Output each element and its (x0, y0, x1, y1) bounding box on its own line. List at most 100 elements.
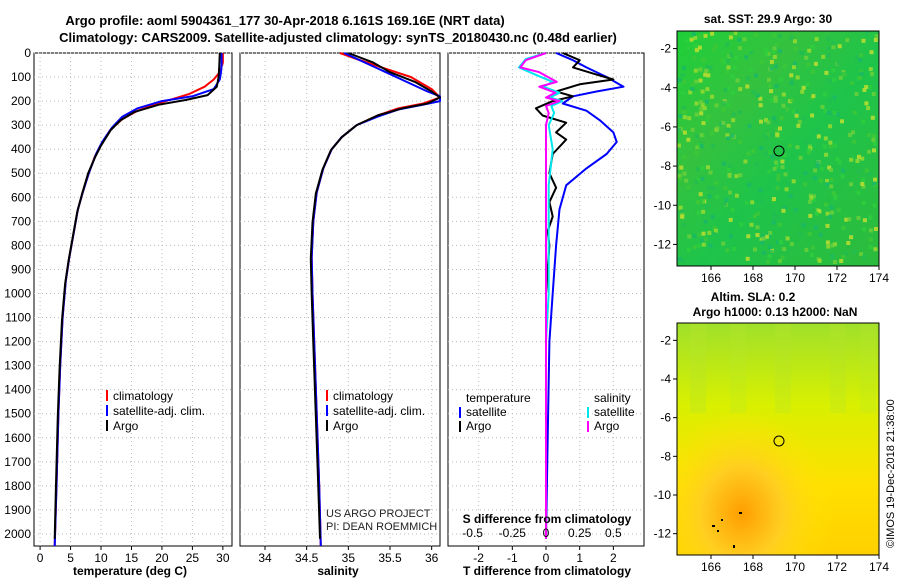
sst-pixel (815, 160, 820, 165)
sst-pixel (707, 194, 712, 199)
legend-marker-s-satellite (587, 407, 589, 418)
sst-pixel (738, 140, 743, 145)
sst-pixel (820, 104, 825, 109)
sst-pixel (700, 238, 705, 243)
sst-pixel (677, 78, 682, 82)
sst-pixel (693, 68, 698, 73)
sst-pixel (872, 133, 877, 138)
sst-pixel (780, 165, 785, 169)
sst-pixel (733, 31, 738, 35)
sst-pixel (784, 187, 789, 192)
sst-pixel (693, 44, 698, 49)
sst-pixel (725, 248, 730, 253)
sst-pixel (835, 157, 840, 162)
difference-legend: temperature satellite Argo salinity sate… (459, 391, 635, 433)
legend-t-satellite: satellite (466, 405, 507, 419)
sst-pixel (841, 225, 846, 230)
legend-t-argo: Argo (466, 419, 492, 433)
sla-band (830, 323, 846, 413)
sst-pixel (849, 235, 854, 240)
sst-pixel (785, 107, 790, 112)
sst-pixel (860, 156, 865, 161)
sst-pixel (829, 205, 834, 210)
sst-pixel (726, 136, 730, 141)
sst-pixel (721, 161, 726, 166)
sst-pixel (730, 133, 735, 138)
sst-pixel (840, 119, 844, 124)
sst-pixel (761, 236, 766, 241)
map-x-tick-label: 166 (701, 560, 721, 574)
sst-pixel (806, 62, 811, 67)
legend-marker-argo (326, 420, 328, 431)
depth-tick-label: 1300 (4, 359, 31, 373)
sst-pixel (697, 45, 702, 50)
salinity-x-ticks: 34 34.5 35 35.5 36 (258, 546, 439, 565)
sst-pixel (826, 244, 831, 249)
sst-pixel (723, 186, 728, 191)
sst-pixel (832, 242, 837, 247)
sst-pixel (833, 195, 838, 200)
sst-pixel (777, 215, 781, 220)
sst-pixel (825, 211, 830, 216)
sst-pixel (768, 245, 772, 250)
sst-pixel (861, 119, 865, 124)
sst-pixel (751, 149, 756, 153)
sst-pixel (677, 143, 681, 148)
sst-pixel (706, 73, 711, 78)
sst-pixel (852, 110, 857, 115)
sst-pixel (831, 191, 836, 196)
sst-pixel (703, 33, 708, 38)
sst-pixel (870, 72, 874, 77)
sst-pixel (769, 89, 774, 94)
sst-pixel (811, 197, 816, 202)
sst-pixel (701, 58, 706, 63)
sst-pixel (700, 176, 705, 181)
sst-pixel (714, 180, 719, 185)
t-tick-label: 0 (543, 551, 550, 565)
legend-satellite: satellite-adj. clim. (113, 404, 205, 418)
sst-pixel (808, 213, 813, 218)
depth-tick-label: 600 (11, 190, 31, 204)
sst-pixel (786, 181, 791, 186)
sst-pixel (701, 231, 706, 236)
sla-map-title-line1: Altim. SLA: 0.2 (711, 290, 796, 304)
sst-pixel (781, 92, 786, 97)
sst-pixel (712, 226, 717, 230)
sst-pixel (721, 107, 726, 112)
sst-pixel (708, 243, 713, 248)
sst-pixel (826, 110, 831, 115)
sst-pixel (841, 254, 846, 259)
sst-pixel (698, 67, 703, 72)
sst-pixel (763, 134, 768, 139)
map-x-tick-label: 168 (743, 271, 763, 285)
sst-pixel (687, 116, 692, 121)
map-y-tick-label: -10 (654, 488, 672, 502)
sst-pixel (682, 171, 687, 176)
sst-pixel (768, 150, 773, 155)
island (733, 545, 735, 548)
sst-pixel (825, 240, 830, 245)
sst-pixel (849, 157, 854, 162)
legend-marker-argo (106, 420, 108, 431)
sst-pixel (809, 195, 814, 200)
sla-band (730, 323, 746, 413)
sst-pixel (731, 112, 736, 117)
depth-tick-label: 400 (11, 142, 31, 156)
x-tick-label: 0 (37, 551, 44, 565)
sst-pixel (869, 50, 874, 55)
sst-pixel (864, 85, 869, 89)
sst-pixel (686, 185, 691, 190)
sst-pixel (792, 65, 796, 70)
sst-pixel (771, 220, 776, 225)
sst-pixel (807, 199, 812, 204)
sla-map: Altim. SLA: 0.2 Argo h1000: 0.13 h2000: … (654, 290, 890, 574)
temperature-lines (53, 52, 224, 547)
sst-pixel (767, 254, 772, 259)
sst-pixel (827, 79, 832, 84)
sst-pixel (698, 78, 703, 83)
series-line-s-argo (519, 52, 561, 539)
sst-pixel (694, 101, 699, 106)
x-tick-label: 5 (67, 551, 74, 565)
sst-pixel (709, 131, 714, 136)
sst-pixel (779, 115, 784, 120)
